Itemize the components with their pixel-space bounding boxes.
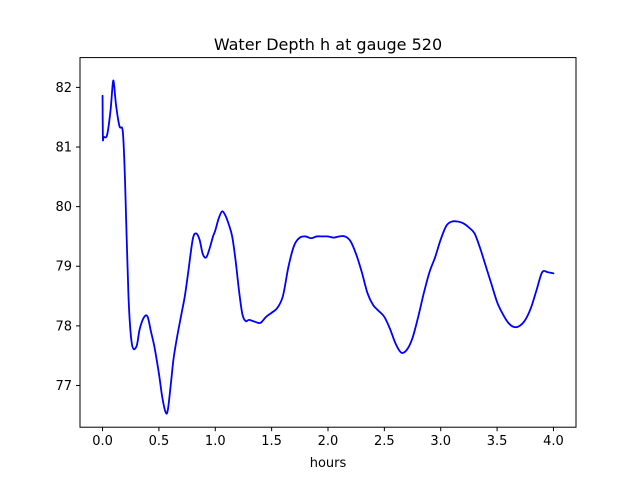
x-tick-label: 3.0 <box>430 434 451 449</box>
plot-area <box>79 57 577 428</box>
x-tick-label: 1.5 <box>261 434 282 449</box>
x-tick-label: 2.5 <box>374 434 395 449</box>
y-tick-label: 80 <box>55 200 72 215</box>
chart-title: Water Depth h at gauge 520 <box>214 35 442 54</box>
y-tick-label: 81 <box>55 141 72 156</box>
y-tick-label: 78 <box>55 319 72 334</box>
series-layer <box>101 79 555 415</box>
x-tick-label: 0.0 <box>92 434 113 449</box>
x-tick-label: 4.0 <box>543 434 564 449</box>
x-axis: 0.0 0.5 1.0 1.5 2.0 2.5 3.0 3.5 4.0 <box>92 427 564 449</box>
x-tick-label: 3.5 <box>487 434 508 449</box>
y-tick-label: 79 <box>55 260 72 275</box>
x-axis-label: hours <box>310 456 347 471</box>
y-tick-label: 82 <box>55 81 72 96</box>
x-tick-label: 1.0 <box>205 434 226 449</box>
y-tick-label: 77 <box>55 379 72 394</box>
x-tick-label: 0.5 <box>149 434 170 449</box>
series-line <box>101 79 555 415</box>
y-axis: 77 78 79 80 81 82 <box>55 81 80 394</box>
x-tick-label: 2.0 <box>318 434 339 449</box>
